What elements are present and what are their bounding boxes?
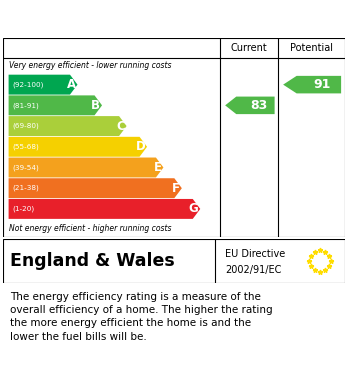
Text: 91: 91	[314, 78, 331, 91]
Text: B: B	[91, 99, 100, 112]
Text: Energy Efficiency Rating: Energy Efficiency Rating	[9, 11, 230, 26]
Text: (39-54): (39-54)	[12, 164, 39, 171]
Polygon shape	[9, 199, 200, 219]
Polygon shape	[283, 76, 341, 93]
Polygon shape	[9, 137, 147, 157]
Text: A: A	[67, 78, 76, 91]
Text: D: D	[136, 140, 145, 153]
Text: G: G	[189, 203, 199, 215]
Text: E: E	[154, 161, 162, 174]
Text: (1-20): (1-20)	[12, 206, 34, 212]
Text: Very energy efficient - lower running costs: Very energy efficient - lower running co…	[9, 61, 171, 70]
Text: EU Directive: EU Directive	[225, 249, 285, 259]
Polygon shape	[225, 97, 275, 114]
Text: Current: Current	[231, 43, 267, 53]
Polygon shape	[9, 158, 164, 178]
Text: (81-91): (81-91)	[12, 102, 39, 109]
Polygon shape	[9, 116, 127, 136]
Text: Not energy efficient - higher running costs: Not energy efficient - higher running co…	[9, 224, 171, 233]
Text: 2002/91/EC: 2002/91/EC	[225, 265, 282, 275]
Text: The energy efficiency rating is a measure of the
overall efficiency of a home. T: The energy efficiency rating is a measur…	[10, 292, 273, 341]
Polygon shape	[9, 75, 78, 95]
Text: (55-68): (55-68)	[12, 143, 39, 150]
Text: (69-80): (69-80)	[12, 123, 39, 129]
Text: 83: 83	[250, 99, 268, 112]
Text: F: F	[172, 182, 180, 195]
Text: (21-38): (21-38)	[12, 185, 39, 192]
Text: C: C	[116, 120, 125, 133]
Text: England & Wales: England & Wales	[10, 252, 175, 270]
Text: Potential: Potential	[290, 43, 333, 53]
Polygon shape	[9, 178, 182, 198]
Polygon shape	[9, 95, 102, 115]
Text: (92-100): (92-100)	[12, 81, 44, 88]
